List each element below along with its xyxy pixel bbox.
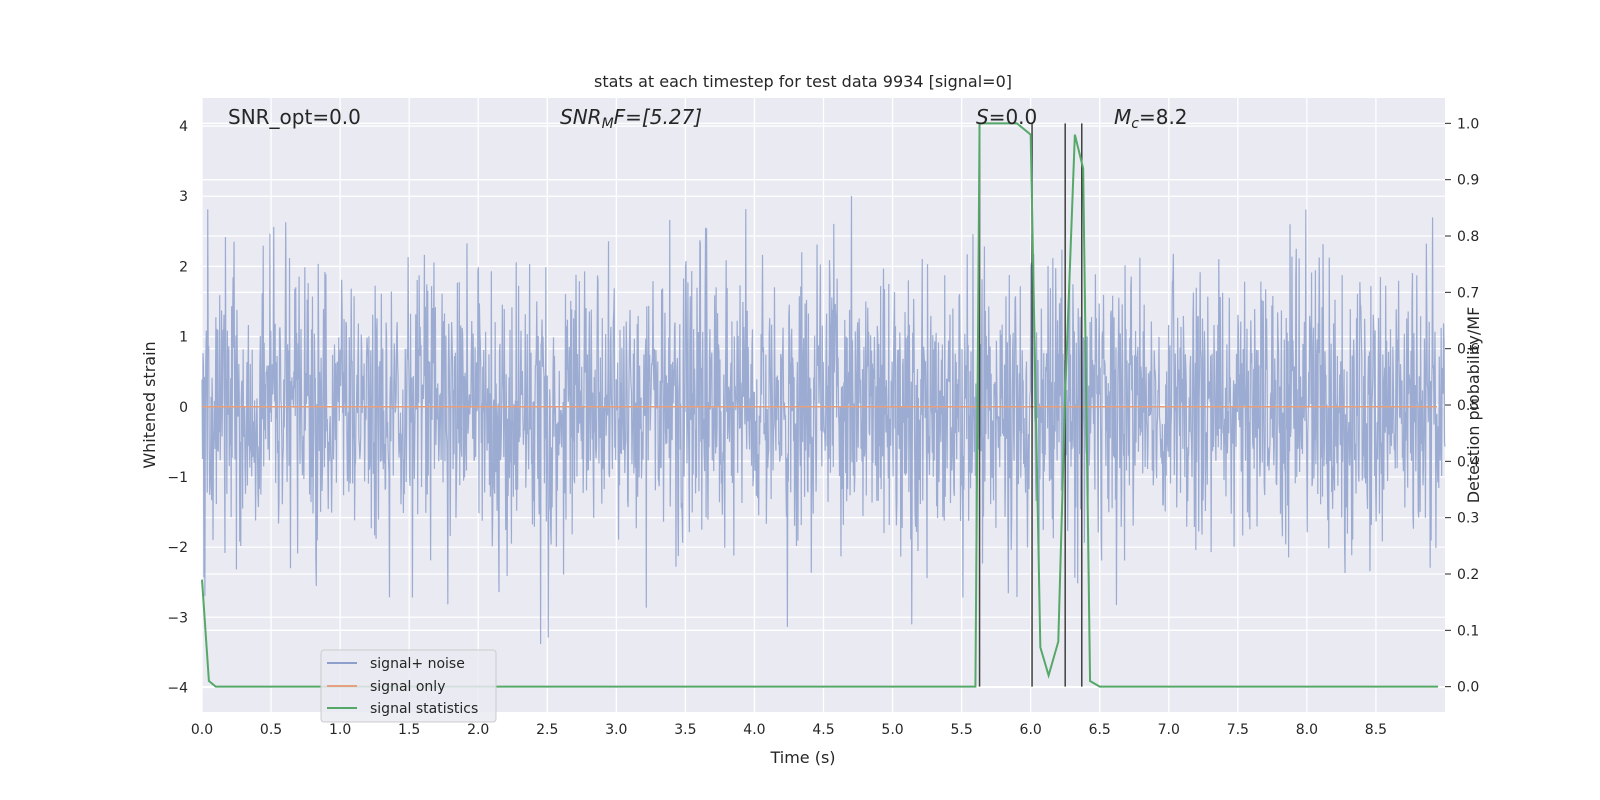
x-tick-label: 4.5 bbox=[812, 722, 834, 738]
y2-tick-label: 0.2 bbox=[1457, 567, 1479, 583]
y-tick-label: 2 bbox=[179, 259, 188, 275]
y-tick-label: 4 bbox=[179, 119, 188, 135]
x-axis-label: Time (s) bbox=[769, 748, 835, 767]
y-tick-label: −1 bbox=[167, 470, 188, 486]
y2-tick-label: 0.9 bbox=[1457, 173, 1479, 189]
y2-tick-label: 0.5 bbox=[1457, 398, 1479, 414]
series-signal-plus-noise bbox=[201, 195, 1446, 645]
y-tick-label: 3 bbox=[179, 189, 188, 205]
x-tick-label: 0.5 bbox=[260, 722, 282, 738]
x-tick-label: 7.5 bbox=[1227, 722, 1249, 738]
y-axis-label: Whitened strain bbox=[140, 341, 159, 468]
signal-statistics-line bbox=[201, 122, 1439, 688]
x-axis-ticks: 0.0 0.5 1.0 1.5 2.0 2.5 3.0 3.5 4.0 4.5 5.0 5.5 6.0 6… bbox=[191, 722, 1387, 738]
annotation-snr-mf: SNRMF=[5.27] bbox=[560, 105, 702, 132]
x-tick-label: 0.0 bbox=[191, 722, 213, 738]
legend-label-signal-only: signal only bbox=[370, 679, 445, 695]
y2-axis-label: Detection probability/MF bbox=[1464, 307, 1483, 504]
legend-label-signal-statistics: signal statistics bbox=[370, 701, 478, 717]
series-signal-statistics bbox=[201, 122, 1439, 688]
y2-tick-label: 0.6 bbox=[1457, 342, 1479, 358]
x-tick-label: 5.0 bbox=[881, 722, 903, 738]
legend: signal+ noise signal only signal statist… bbox=[320, 649, 497, 723]
x-tick-label: 5.5 bbox=[950, 722, 972, 738]
y-tick-label: −3 bbox=[167, 610, 188, 626]
annotation-mc: Mc=8.2 bbox=[1114, 105, 1188, 132]
annotation-snr-opt: SNR_opt=0.0 bbox=[228, 105, 361, 129]
annotation-s: S=0.0 bbox=[976, 105, 1037, 129]
x-tick-label: 3.0 bbox=[605, 722, 627, 738]
x-tick-label: 6.5 bbox=[1089, 722, 1111, 738]
y2-tick-label: 0.0 bbox=[1457, 680, 1479, 696]
x-tick-label: 8.5 bbox=[1365, 722, 1387, 738]
y-tick-label: −4 bbox=[167, 680, 188, 696]
x-tick-label: 1.0 bbox=[329, 722, 351, 738]
x-tick-label: 4.0 bbox=[743, 722, 765, 738]
y-tick-label: 0 bbox=[179, 400, 188, 416]
y-tick-label: −2 bbox=[167, 540, 188, 556]
chart-title: stats at each timestep for test data 993… bbox=[594, 72, 1012, 91]
y2-tick-label: 0.1 bbox=[1457, 623, 1479, 639]
x-tick-label: 2.0 bbox=[467, 722, 489, 738]
noise-line bbox=[201, 195, 1446, 645]
x-tick-label: 6.0 bbox=[1020, 722, 1042, 738]
y-axis-ticks: 4 3 2 1 0 −1 −2 −3 −4 bbox=[167, 119, 188, 696]
y2-tick-label: 0.7 bbox=[1457, 285, 1479, 301]
y2-axis-ticks: 1.0 0.9 0.8 0.7 0.6 0.5 0.4 0.3 0.2 0.1 0.0 bbox=[1445, 116, 1479, 696]
x-tick-label: 7.0 bbox=[1158, 722, 1180, 738]
x-tick-label: 1.5 bbox=[398, 722, 420, 738]
y2-tick-label: 1.0 bbox=[1457, 116, 1479, 132]
x-tick-label: 8.0 bbox=[1296, 722, 1318, 738]
y2-tick-label: 0.4 bbox=[1457, 454, 1479, 470]
x-tick-label: 2.5 bbox=[536, 722, 558, 738]
y2-tick-label: 0.3 bbox=[1457, 511, 1479, 527]
x-tick-label: 3.5 bbox=[674, 722, 696, 738]
legend-label-signal-plus-noise: signal+ noise bbox=[370, 656, 465, 672]
y2-tick-label: 0.8 bbox=[1457, 229, 1479, 245]
y-tick-label: 1 bbox=[179, 330, 188, 346]
